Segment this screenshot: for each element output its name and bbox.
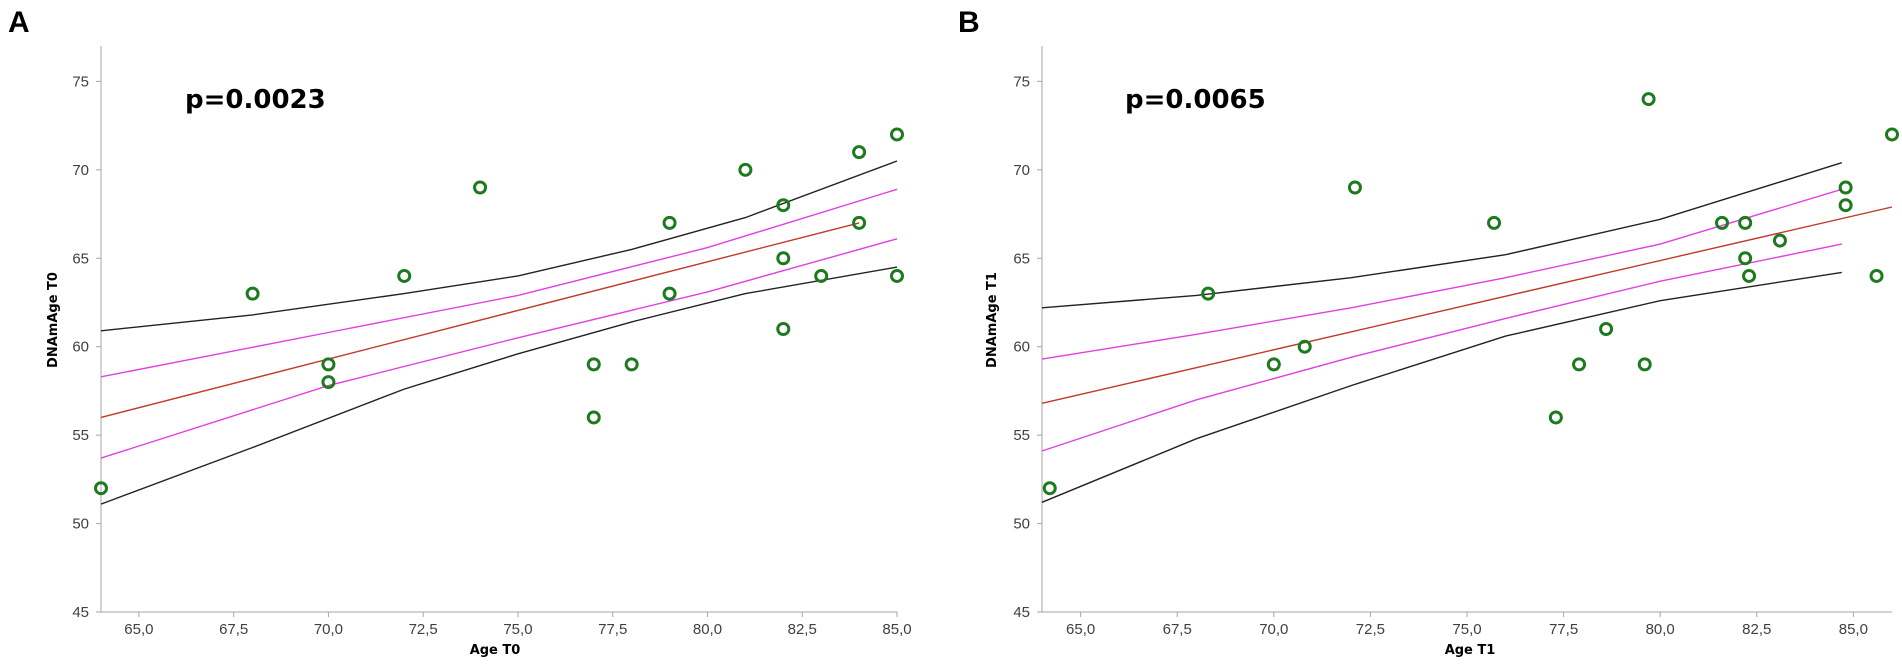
data-point <box>852 215 867 230</box>
y-tick-label: 70 <box>1013 162 1030 179</box>
data-point <box>662 215 677 230</box>
panel-letter-b: B <box>958 6 980 39</box>
ci-upper-line <box>100 188 898 378</box>
y-tick-label: 50 <box>1013 516 1030 533</box>
y-tick-label: 65 <box>72 250 89 267</box>
y-tick-label: 55 <box>72 427 89 444</box>
data-point <box>245 286 260 301</box>
y-tick-label: 60 <box>72 339 89 356</box>
y-tick-label: 55 <box>1013 427 1030 444</box>
x-tick-label: 82,5 <box>788 621 817 638</box>
x-tick-label: 65,0 <box>124 621 153 638</box>
data-point <box>1738 215 1753 230</box>
data-point <box>1838 180 1853 195</box>
y-tick-label: 65 <box>1013 250 1030 267</box>
y-axis-title-a: DNAmAge T0 <box>46 272 61 368</box>
axes-b: 45 50 55 60 65 70 75 65,0 67,5 70,0 72,5 75,0 77,5 80… <box>1013 46 1892 638</box>
x-tick-label: 80,0 <box>1646 621 1675 638</box>
x-tick-label: 67,5 <box>219 621 248 638</box>
data-point <box>890 268 904 283</box>
fit-lines-a <box>100 160 898 505</box>
ci-upper-line <box>1041 188 1843 360</box>
data-point <box>1599 322 1614 336</box>
panel-letter-a: A <box>8 6 30 39</box>
y-tick-label: 75 <box>1013 73 1030 90</box>
data-point <box>890 127 904 142</box>
data-point <box>624 357 639 372</box>
data-point <box>1637 357 1652 372</box>
data-point <box>1266 357 1281 372</box>
data-point <box>1738 251 1753 266</box>
y-tick-label: 75 <box>72 73 89 90</box>
data-point <box>586 357 601 372</box>
x-tick-label: 75,0 <box>503 621 532 638</box>
data-point <box>1297 339 1312 354</box>
p-value-annotation-a: p=0.0023 <box>185 85 326 115</box>
x-tick-label: 80,0 <box>693 621 722 638</box>
data-point <box>1869 268 1884 283</box>
data-point <box>852 145 867 160</box>
data-point <box>1772 233 1787 248</box>
data-point <box>94 481 108 496</box>
data-point <box>776 251 791 266</box>
data-point <box>1885 127 1899 142</box>
data-point <box>1347 180 1362 195</box>
fit-lines-b <box>1041 162 1893 503</box>
p-value-annotation-b: p=0.0065 <box>1125 85 1266 115</box>
data-point <box>776 322 791 336</box>
pi-lower-line <box>1041 271 1842 503</box>
data-points-b <box>1042 92 1899 496</box>
data-point <box>321 375 336 390</box>
data-point <box>662 286 677 301</box>
regression-line <box>100 222 860 419</box>
data-point <box>1838 198 1853 213</box>
data-points-a <box>94 127 904 496</box>
x-tick-label: 85,0 <box>882 621 911 638</box>
x-tick-label: 70,0 <box>314 621 343 638</box>
data-point <box>321 357 336 372</box>
panel-b: B p=0.0065 45 50 55 60 65 70 75 65,0 67,5 70,0 72,… <box>958 6 1899 658</box>
pi-upper-line <box>1041 162 1843 309</box>
data-point <box>1487 215 1502 230</box>
data-point <box>1715 215 1729 230</box>
y-tick-label: 45 <box>72 604 89 621</box>
x-tick-label: 65,0 <box>1066 621 1095 638</box>
data-point <box>1548 410 1563 425</box>
ci-lower-line <box>1041 243 1842 452</box>
data-point <box>814 268 829 283</box>
axes-a: 45 50 55 60 65 70 75 65,0 67,5 70,0 72,5 75,0 77,5 80… <box>72 46 912 638</box>
data-point <box>1742 268 1757 283</box>
pi-upper-line <box>100 160 898 332</box>
x-tick-label: 67,5 <box>1163 621 1192 638</box>
data-point <box>1572 357 1587 372</box>
data-point <box>776 198 791 213</box>
data-point <box>1042 481 1057 496</box>
y-axis-title-b: DNAmAge T1 <box>985 272 1000 368</box>
x-tick-label: 72,5 <box>1356 621 1385 638</box>
x-tick-label: 72,5 <box>409 621 438 638</box>
data-point <box>1641 92 1656 107</box>
data-point <box>738 162 753 177</box>
y-tick-label: 60 <box>1013 339 1030 356</box>
data-point <box>1201 286 1216 301</box>
x-axis-title-b: Age T1 <box>1445 643 1496 658</box>
data-point <box>397 268 412 283</box>
x-tick-label: 85,0 <box>1839 621 1868 638</box>
data-point <box>473 180 488 195</box>
ci-lower-line <box>100 238 898 459</box>
regression-line <box>1041 206 1893 404</box>
y-tick-label: 50 <box>72 516 89 533</box>
x-tick-label: 70,0 <box>1259 621 1288 638</box>
pi-lower-line <box>100 266 898 505</box>
x-axis-title-a: Age T0 <box>470 643 521 658</box>
x-tick-label: 82,5 <box>1742 621 1771 638</box>
x-tick-label: 77,5 <box>598 621 627 638</box>
x-tick-label: 75,0 <box>1452 621 1481 638</box>
data-point <box>586 410 601 425</box>
panel-a: A p=0.0023 45 50 55 60 65 70 75 65,0 67,5 70,0 72,… <box>8 6 912 658</box>
y-tick-label: 45 <box>1013 604 1030 621</box>
x-tick-label: 77,5 <box>1549 621 1578 638</box>
y-tick-label: 70 <box>72 162 89 179</box>
